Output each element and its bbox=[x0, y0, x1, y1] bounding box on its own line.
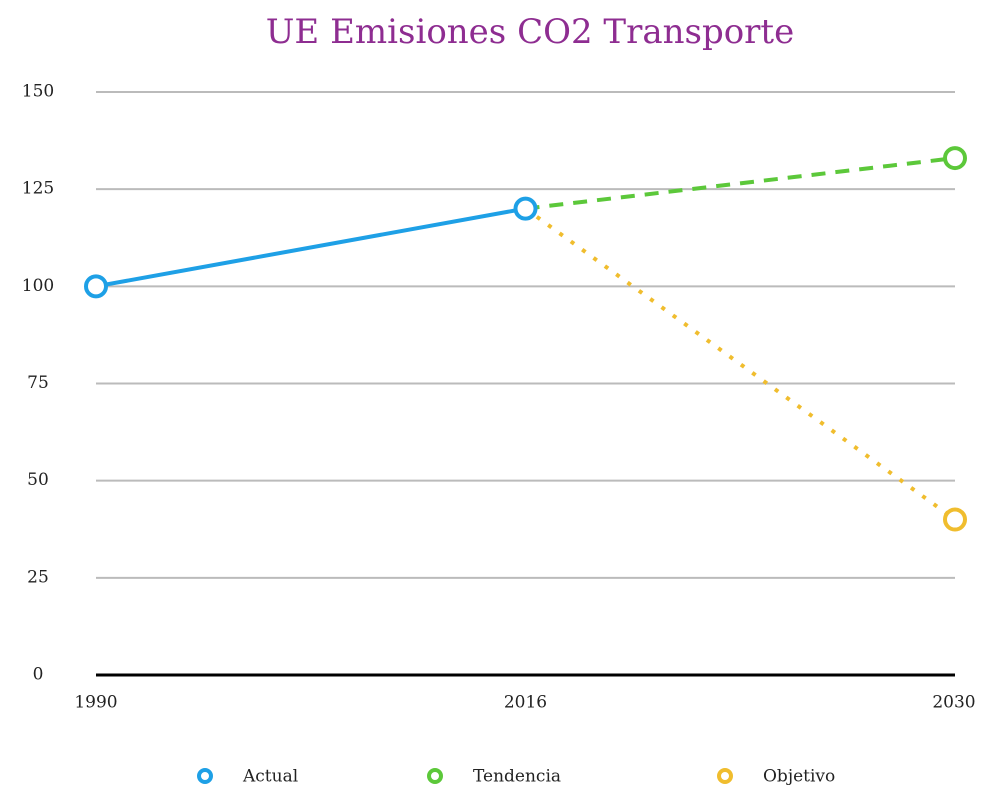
legend-marker bbox=[197, 768, 213, 784]
series-line bbox=[95, 206, 526, 289]
point-marker bbox=[943, 507, 967, 532]
series-line bbox=[525, 156, 956, 211]
y-tick-label: 100 bbox=[22, 276, 54, 296]
x-tick-label: 1990 bbox=[74, 693, 117, 713]
y-tick-label: 25 bbox=[27, 567, 49, 587]
x-tick-label: 2016 bbox=[504, 693, 547, 713]
y-tick-label: 50 bbox=[27, 470, 49, 490]
point-marker bbox=[943, 146, 967, 171]
point-marker bbox=[513, 196, 538, 221]
legend-label: Actual bbox=[242, 767, 298, 787]
legend-label: Objetivo bbox=[763, 767, 835, 787]
y-tick-label: 0 bbox=[33, 665, 44, 685]
chart-title: UE Emisiones CO2 Transporte bbox=[266, 12, 794, 52]
x-tick-label: 2030 bbox=[932, 693, 975, 713]
y-tick-label: 150 bbox=[22, 82, 54, 102]
legend-marker bbox=[717, 768, 733, 784]
legend-marker bbox=[427, 768, 443, 784]
y-tick-label: 75 bbox=[27, 373, 49, 393]
legend-label: Tendencia bbox=[473, 767, 561, 787]
point-marker bbox=[84, 274, 108, 299]
series-line bbox=[524, 206, 957, 522]
y-tick-label: 125 bbox=[22, 179, 54, 199]
